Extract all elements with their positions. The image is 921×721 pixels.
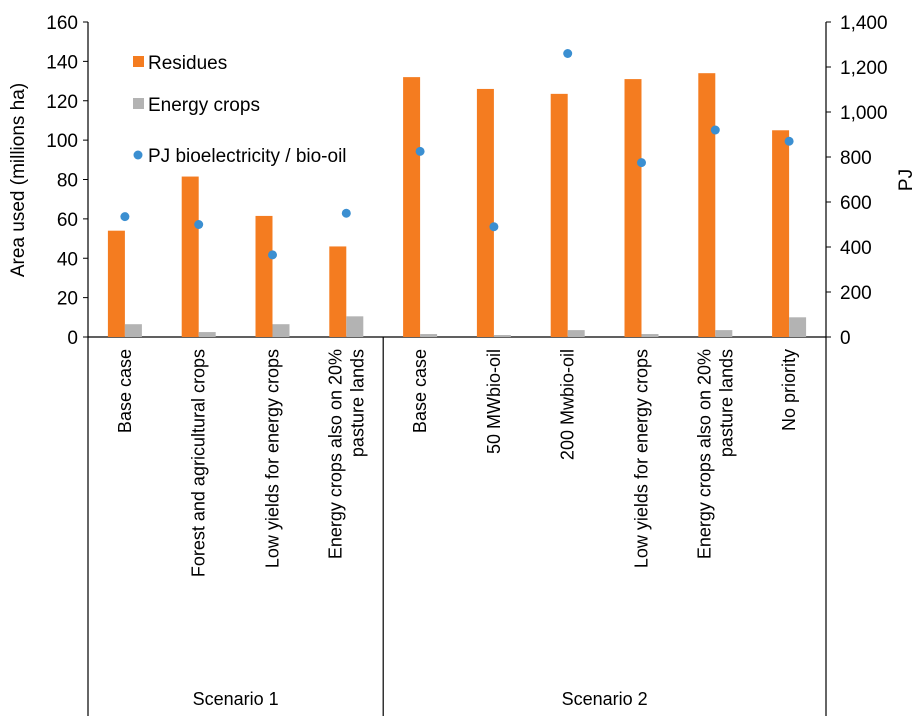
category-label: Energy crops also on 20% pasture lands (325, 349, 367, 559)
bar-energy-crops (346, 316, 364, 337)
y-tick-label-left: 100 (46, 131, 78, 152)
point-pj-bioelectricity (341, 208, 351, 218)
y-tick-label-left: 140 (46, 52, 78, 73)
y-tick-label-right: 600 (840, 193, 872, 214)
y-tick-label-left: 80 (57, 171, 78, 192)
y-tick-label-right: 800 (840, 148, 872, 169)
category-label: Low yields for energy crops (263, 349, 283, 568)
point-pj-bioelectricity (120, 212, 130, 222)
category-label: Low yields for energy crops (632, 349, 652, 568)
legend-energy-crops-label: Energy crops (148, 95, 260, 116)
bar-energy-crops (567, 330, 585, 337)
y-tick-label-right: 400 (840, 238, 872, 259)
group-label: Scenario 1 (193, 689, 279, 709)
legend-residues-swatch (133, 56, 144, 67)
legend-energy-crops-swatch (133, 98, 144, 109)
point-pj-bioelectricity (563, 49, 573, 58)
bar-residues (329, 246, 347, 337)
bar-residues (403, 77, 421, 337)
y-tick-label-left: 40 (57, 249, 78, 270)
y-tick-label-left: 120 (46, 92, 78, 113)
category-label: 200 Mwbio-oil (558, 349, 578, 460)
y-tick-label-left: 60 (57, 210, 78, 231)
bar-energy-crops (420, 334, 438, 337)
category-label: No priority (779, 349, 799, 431)
y-tick-label-right: 1,000 (840, 103, 888, 124)
y-tick-label-right: 0 (840, 328, 851, 349)
point-pj-bioelectricity (415, 146, 425, 156)
category-label: Forest and agricultural crops (189, 349, 209, 577)
bar-residues (772, 130, 790, 337)
y-tick-label-left: 20 (57, 289, 78, 310)
y-tick-label-left: 0 (67, 328, 78, 349)
legend-pj-bioelectricity-bio-oil-label: PJ bioelectricity / bio-oil (148, 146, 347, 167)
y-axis-title-left: Area used (millions ha) (8, 83, 29, 277)
category-label: Base case (410, 349, 430, 433)
bar-residues (476, 88, 494, 337)
y-tick-label-right: 1,200 (840, 58, 888, 79)
bar-energy-crops (789, 317, 807, 337)
legend-residues-label: Residues (148, 53, 227, 74)
category-label: 50 MWbio-oil (484, 349, 504, 454)
bar-energy-crops (493, 335, 511, 337)
bar-residues (181, 176, 199, 337)
bar-residues (255, 215, 273, 337)
bar-energy-crops (272, 324, 290, 337)
bar-energy-crops (198, 332, 216, 337)
point-pj-bioelectricity (268, 250, 277, 260)
y-tick-label-right: 200 (840, 283, 872, 304)
bar-energy-crops (641, 334, 659, 337)
point-pj-bioelectricity (637, 158, 646, 168)
y-axis-title-right: PJ (896, 169, 917, 191)
bar-residues (698, 73, 716, 337)
bar-energy-crops (715, 330, 733, 337)
bar-residues (107, 230, 125, 337)
category-label: Energy crops also on 20% pasture lands (694, 349, 736, 559)
point-pj-bioelectricity (489, 222, 499, 232)
point-pj-bioelectricity (194, 220, 204, 229)
y-tick-label-right: 1,400 (840, 13, 888, 34)
legend-pj-bioelectricity-bio-oil-swatch (133, 150, 143, 160)
point-pj-bioelectricity (710, 125, 720, 135)
category-label: Base case (115, 349, 135, 433)
point-pj-bioelectricity (784, 136, 794, 146)
bar-residues (550, 93, 568, 337)
group-label: Scenario 2 (562, 689, 648, 709)
bar-energy-crops (124, 324, 142, 337)
bar-residues (624, 79, 642, 337)
y-tick-label-left: 160 (46, 13, 78, 34)
